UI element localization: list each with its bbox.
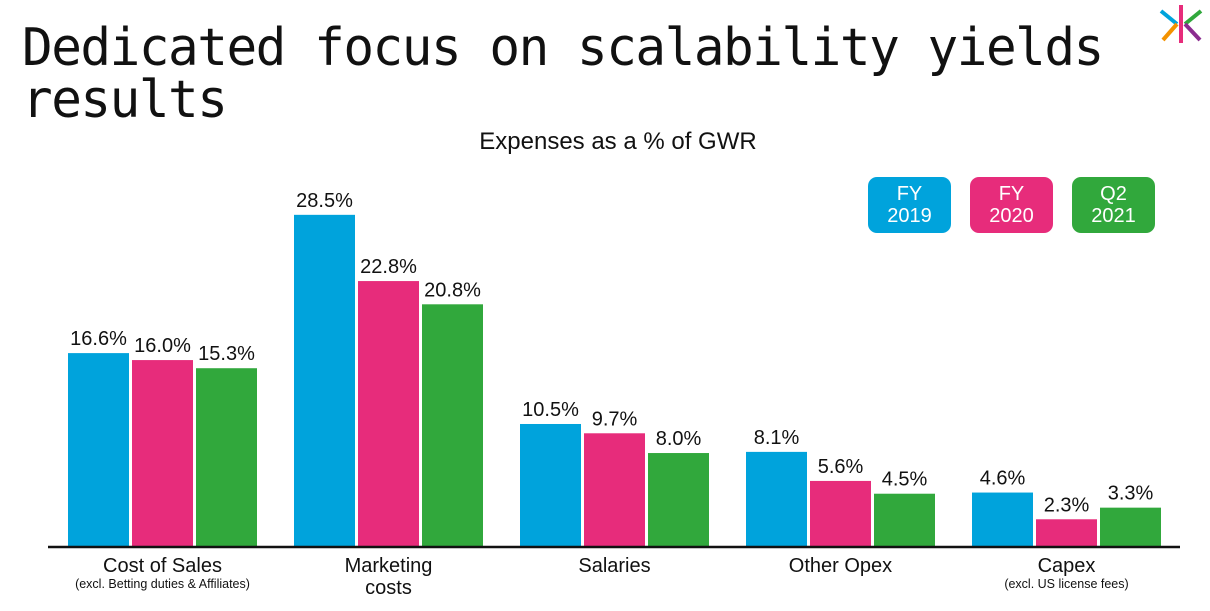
bar-q2-2021-0 [196,368,257,546]
data-label: 8.0% [656,428,702,450]
bar-q2-2021-4 [1100,507,1161,546]
category-name: Marketing costs [344,555,433,599]
data-label: 2.3% [1044,494,1090,516]
data-label: 3.3% [1108,483,1154,505]
data-label: 20.8% [424,279,481,301]
bar-fy-2019-0 [68,353,129,546]
legend-label-line2: 2021 [1091,205,1136,227]
bar-fy-2019-1 [294,214,355,546]
x-tick-label: Marketing costs [269,555,509,599]
x-tick-label: Capex (excl. US license fees) [947,555,1187,591]
data-label: 15.3% [198,343,255,365]
x-tick-label: Cost of Sales (excl. Betting duties & Aff… [43,555,283,591]
legend-label-line1: FY [998,183,1025,205]
category-name: Other Opex [788,555,893,577]
data-label: 10.5% [522,399,579,421]
data-label: 4.5% [882,469,928,491]
bar-q2-2021-1 [422,304,483,546]
legend-item-q22021: Q2 2021 [1072,177,1155,233]
bar-fy-2019-2 [520,423,581,546]
data-label: 9.7% [592,408,638,430]
category-name: Capex [1037,555,1096,577]
bar-fy-2019-4 [972,492,1033,546]
bar-fy-2019-3 [746,451,807,546]
legend-label-line1: Q2 [1100,183,1127,205]
bar-q2-2021-2 [648,453,709,546]
legend-label-line2: 2019 [887,205,932,227]
category-name: Cost of Sales [103,555,222,577]
bar-fy-2020-0 [132,360,193,546]
category-sublabel: (excl. US license fees) [1004,577,1129,591]
data-label: 22.8% [360,256,417,278]
legend-label-line1: FY [896,183,923,205]
legend-label-line2: 2020 [989,205,1034,227]
data-label: 8.1% [754,427,800,449]
legend-item-fy2020: FY 2020 [970,177,1053,233]
bar-fy-2020-4 [1036,519,1097,546]
category-sublabel: (excl. Betting duties & Affiliates) [75,577,250,591]
data-label: 5.6% [818,456,864,478]
data-label: 16.0% [134,335,191,357]
data-label: 4.6% [980,468,1026,490]
legend-item-fy2019: FY 2019 [868,177,951,233]
category-name: Salaries [578,555,651,577]
bar-q2-2021-3 [874,493,935,546]
chart-title: Expenses as a % of GWR [479,128,757,155]
bar-fy-2020-3 [810,480,871,546]
bar-fy-2020-2 [584,433,645,546]
x-tick-label: Other Opex [721,555,961,577]
data-label: 16.6% [70,328,127,350]
x-tick-label: Salaries [495,555,735,577]
chart-legend: FY 2019 FY 2020 Q2 2021 [868,177,1155,233]
kindred-k-logo-icon [1159,5,1203,43]
slide-title: Dedicated focus on scalability yields re… [22,18,1104,130]
data-label: 28.5% [296,190,353,212]
bar-fy-2020-1 [358,281,419,546]
